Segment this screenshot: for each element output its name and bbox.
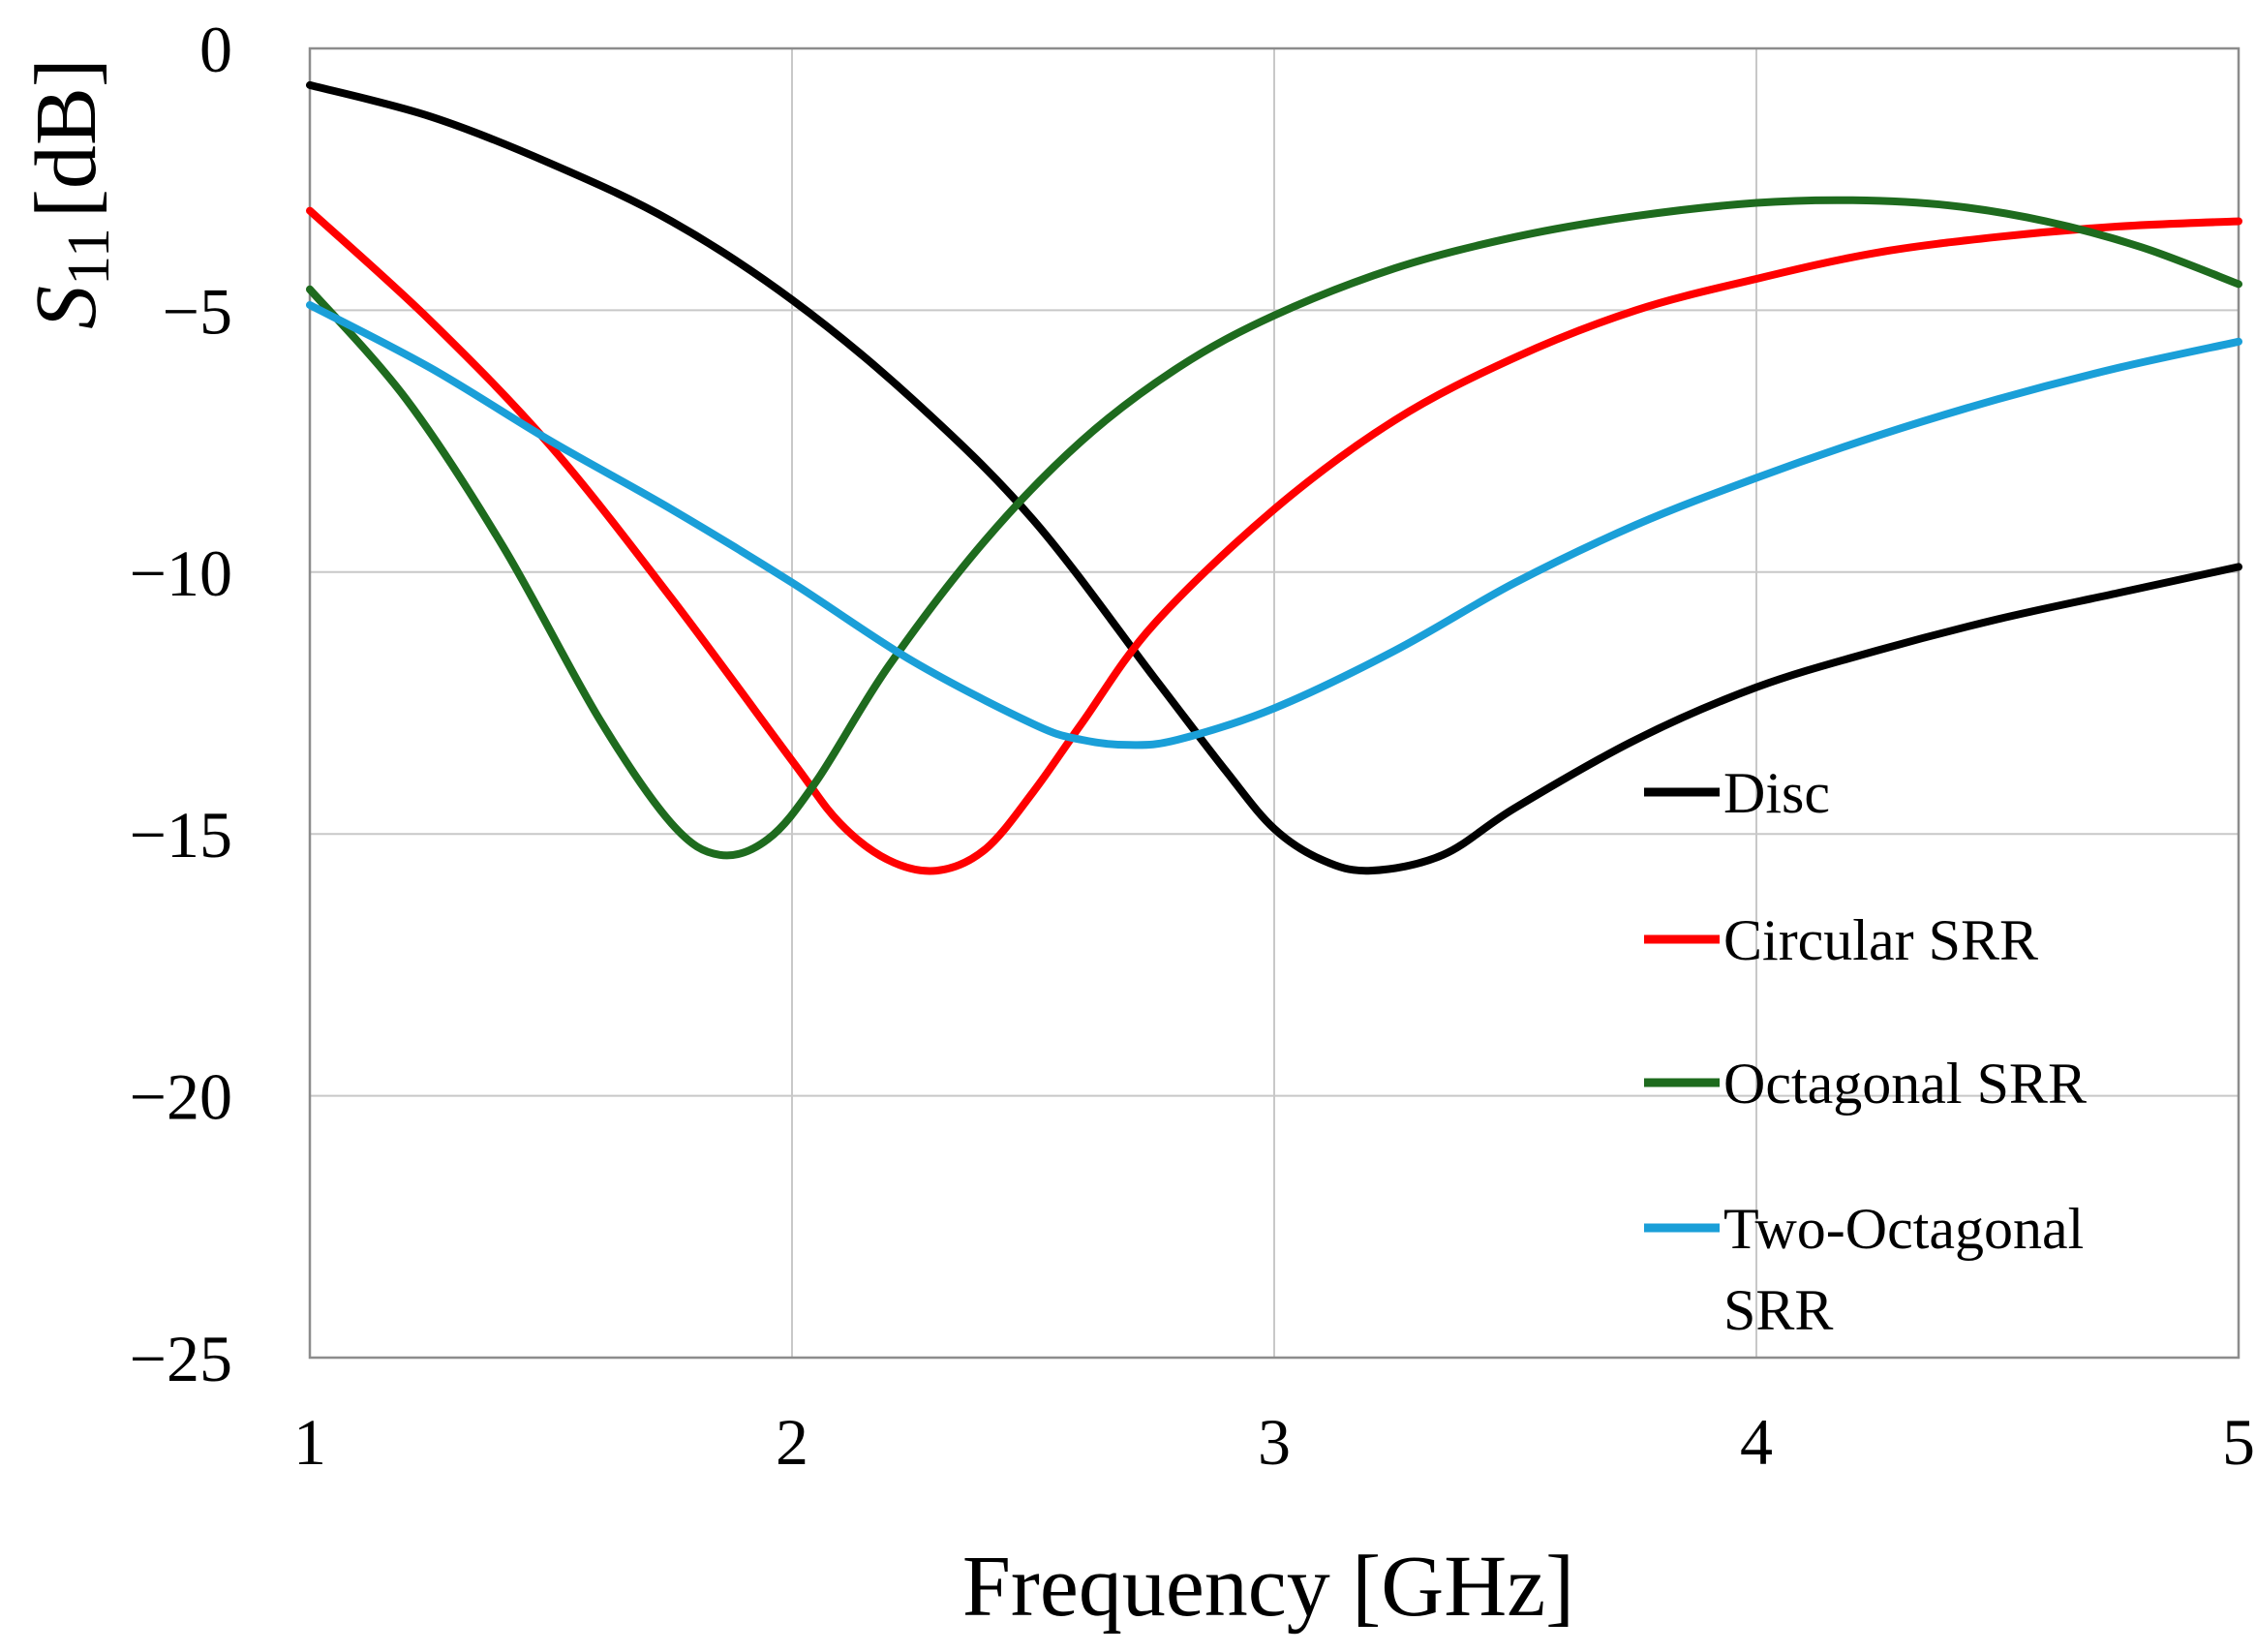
y-tick-label: −5 [163,274,232,348]
y-tick-labels: 0 −5 −10 −15 −20 −25 [130,13,232,1395]
series-line-octagonal-srr [306,196,2242,860]
y-axis-subscript: 11 [56,228,122,286]
x-tick-label: 1 [293,1405,326,1479]
legend-label-octagonal-srr: Octagonal SRR [1723,1052,2087,1116]
y-tick-label: 0 [199,13,232,86]
plot-area-frame [308,46,2241,1360]
series-line-disc [306,80,2242,875]
grid [310,48,2239,1358]
series-line-two-octagonal-srr [306,301,2242,750]
x-tick-labels: 1 2 3 4 5 [293,1405,2255,1479]
y-axis-symbol: S [18,286,114,329]
series-line-circular-srr [306,206,2242,875]
x-tick-label: 5 [2222,1405,2255,1479]
legend-label-two-octagonal-srr: SRR [1723,1278,1833,1342]
y-tick-label: −15 [130,798,232,872]
legend: Disc Circular SRR Octagonal SRR Two-Octagon… [1644,761,2087,1342]
legend-label-circular-srr: Circular SRR [1723,908,2038,972]
y-axis-title: S11 [dB] [18,58,122,329]
y-tick-label: −10 [130,536,232,610]
x-axis-title: Frequency [GHz] [962,1539,1574,1635]
x-tick-label: 2 [776,1405,808,1479]
x-tick-label: 4 [1740,1405,1773,1479]
legend-label-two-octagonal-srr: Two-Octagonal [1723,1197,2084,1261]
series-layer [306,80,2242,875]
legend-label-disc: Disc [1723,761,1830,825]
y-tick-label: −25 [130,1322,232,1395]
y-axis-unit: [dB] [18,58,114,218]
x-tick-label: 3 [1258,1405,1291,1479]
y-tick-label: −20 [130,1060,232,1134]
